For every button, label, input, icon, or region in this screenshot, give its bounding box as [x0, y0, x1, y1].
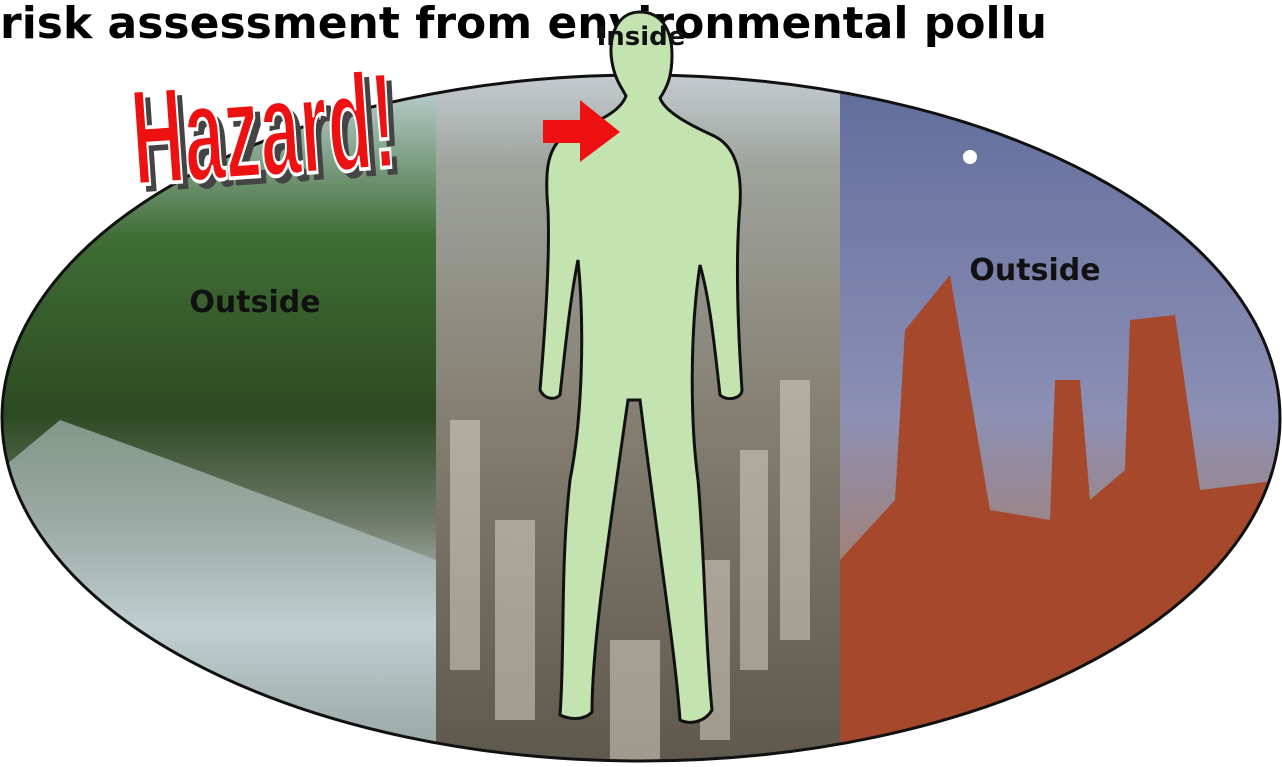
title: risk assessment from environmental pollu — [0, 0, 1047, 49]
page: risk assessment from environmental pollu… — [0, 0, 1282, 767]
outside-left-label: Outside — [189, 285, 320, 320]
slide: risk assessment from environmental pollu… — [0, 0, 1282, 767]
outside-right-label: Outside — [969, 253, 1100, 288]
moon — [963, 150, 977, 164]
hazard-banner: Hazard! Hazard! — [126, 44, 407, 223]
inside-label: Inside — [597, 22, 686, 52]
hazard-text: Hazard! — [126, 44, 400, 215]
